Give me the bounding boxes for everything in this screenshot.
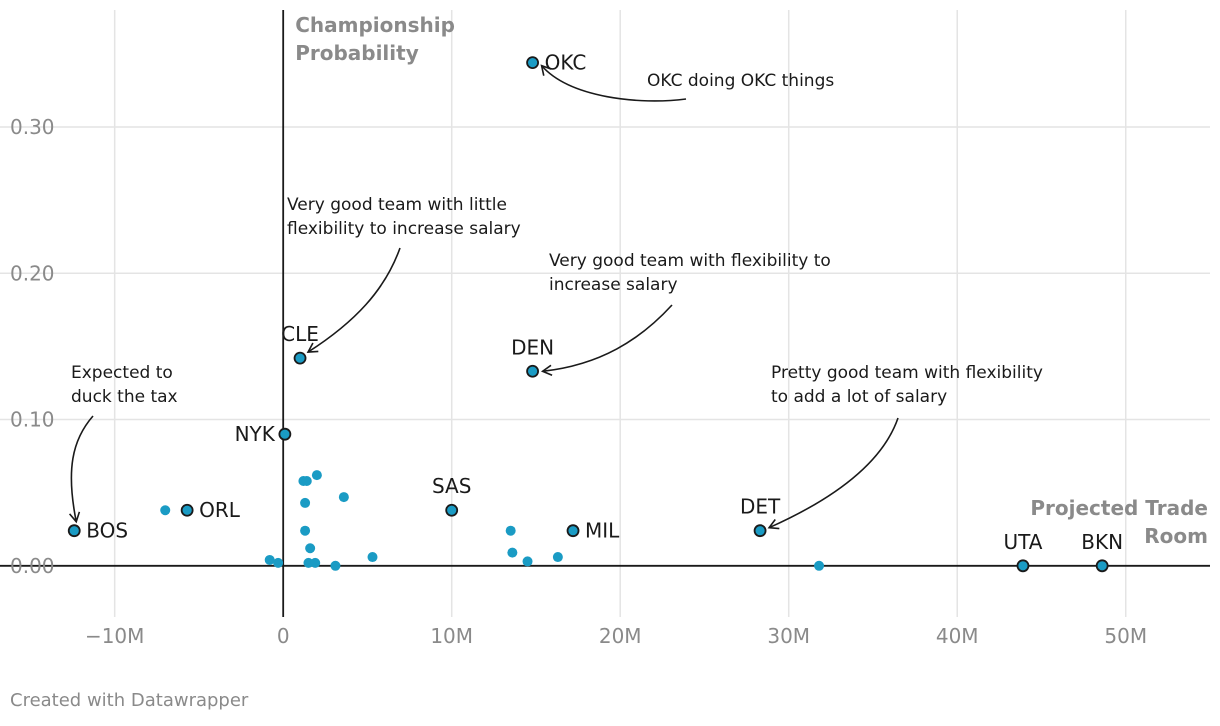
team-point-bkn [1095,559,1109,573]
annotation-arrow-cle [306,247,401,354]
annotation-bos: Expected to duck the tax [71,363,178,407]
team-label-sas: SAS [432,474,471,498]
grid-lines [0,10,1210,617]
data-point [273,557,284,568]
annotation-cle: Very good team with little flexibility to… [287,195,521,239]
team-label-det: DET [740,495,781,519]
annotation-line: Expected to [71,363,173,383]
data-point [300,525,311,536]
data-point [505,525,516,536]
data-point [300,497,311,508]
data-point [305,543,316,554]
annotation-line: Very good team with little [287,195,507,215]
footer-credit: Created with Datawrapper [10,690,249,711]
y-tick-label: 0.30 [10,115,55,139]
team-label-bos: BOS [86,519,128,543]
annotation-line: increase salary [549,275,678,295]
annotation-line: to add a lot of salary [771,387,947,407]
team-label-nyk: NYK [235,422,276,446]
annotation-arrow-okc [540,64,687,102]
y-tick-label: 0.10 [10,408,55,432]
data-point [330,560,341,571]
team-point-uta [1016,559,1030,573]
data-point [311,470,322,481]
y-tick-label: 0.00 [10,554,55,578]
annotation-arrows [68,64,899,530]
team-point-den [526,364,539,378]
data-point [814,560,825,571]
team-point-sas [445,503,459,517]
axis-titles: Championship Probability Projected Trade Ro… [295,13,1208,548]
team-point-mil [566,524,580,538]
team-label-orl: ORL [199,498,241,522]
team-label-cle: CLE [281,322,319,346]
annotation-arrow-det [767,417,899,530]
team-label-mil: MIL [585,519,620,543]
annotation-line: duck the tax [71,387,178,407]
data-point [507,547,518,558]
annotation-line: Very good team with flexibility to [549,251,831,271]
x-tick-label: 30M [767,624,810,648]
team-point-det [753,524,767,538]
y-axis-title: Probability [295,41,419,65]
x-tick-label: 10M [430,624,473,648]
data-point [522,556,533,567]
x-tick-label: 0 [277,624,290,648]
annotation-den: Very good team with flexibility to increa… [549,251,831,295]
annotation-arrow-bos [68,415,94,524]
y-tick-label: 0.20 [10,261,55,285]
annotation-det: Pretty good team with flexibility to add … [771,363,1043,407]
annotation-line: OKC doing OKC things [647,71,834,91]
data-point [160,505,171,516]
annotation-line: Pretty good team with flexibility [771,363,1043,383]
data-point [264,554,275,565]
team-label-den: DEN [511,335,554,359]
team-label-bkn: BKN [1081,530,1123,554]
team-point-nyk [278,427,292,441]
data-points [67,56,1109,573]
team-point-bos [67,524,81,538]
annotations: OKC doing OKC things Very good team with … [71,71,1043,407]
data-point [301,475,312,486]
x-axis-title: Projected Trade [1030,496,1208,520]
point-labels: OKC CLE DEN NYK BOS ORL SAS MIL DET UTA BKN [86,51,1123,554]
team-label-uta: UTA [1003,530,1042,554]
x-axis-title: Room [1144,524,1208,548]
data-point [338,492,349,503]
team-label-okc: OKC [545,51,587,75]
annotation-line: flexibility to increase salary [287,219,521,239]
data-point [552,552,563,563]
x-tick-label: 20M [599,624,642,648]
tick-labels: −10M 0 10M 20M 30M 40M 50M 0.00 0.10 0.20 0.30 [10,115,1147,648]
x-tick-label: −10M [85,624,144,648]
x-tick-label: 40M [936,624,979,648]
axes [0,10,1210,617]
annotation-okc: OKC doing OKC things [647,71,834,91]
annotation-arrow-den [540,304,673,377]
y-axis-title: Championship [295,13,455,37]
data-point [367,552,378,563]
team-point-orl [180,503,194,517]
data-point [310,557,321,568]
team-point-okc [526,56,539,70]
scatter-chart: −10M 0 10M 20M 30M 40M 50M 0.00 0.10 0.20 0.30 Cha… [0,10,1210,648]
x-tick-label: 50M [1104,624,1147,648]
team-point-cle [293,351,307,365]
